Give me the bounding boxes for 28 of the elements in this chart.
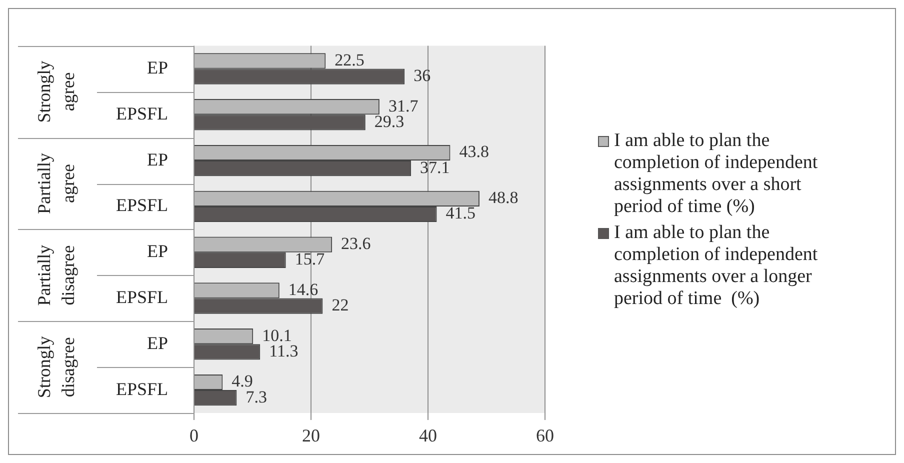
y-tick-label: EPSFL xyxy=(116,378,168,399)
data-label: 22.5 xyxy=(334,50,364,70)
data-label: 22 xyxy=(332,296,349,315)
y-tick-label: EP xyxy=(146,332,168,353)
text: Partially disagree xyxy=(34,244,78,306)
data-label: 23.6 xyxy=(341,234,371,254)
x-tick-label: 0 xyxy=(190,426,198,446)
y-tick-label: EPSFL xyxy=(116,195,168,216)
legend-label: I am able to plan the completion of independent assignments over a longer period of time (%) xyxy=(614,222,819,310)
y-tick-label: EP xyxy=(146,241,168,262)
y-tick-label: EP xyxy=(146,149,168,170)
y-tick-label: EPSFL xyxy=(116,286,168,307)
data-label: 48.8 xyxy=(488,188,518,208)
data-label: 41.5 xyxy=(446,204,476,223)
data-label: 15.7 xyxy=(294,250,326,269)
data-label: 36 xyxy=(414,66,431,86)
data-label: 43.8 xyxy=(459,142,489,162)
data-label: 37.1 xyxy=(420,158,450,177)
y-tick-label: EPSFL xyxy=(116,103,168,124)
data-label: 14.6 xyxy=(288,280,318,299)
x-tick-label: 40 xyxy=(419,426,437,446)
x-tick-label: 20 xyxy=(302,426,320,446)
legend-label: I am able to plan the completion of independent assignments over a short period of time (%) xyxy=(614,130,819,218)
y-tick-label: EP xyxy=(146,57,168,78)
x-tick-label: 60 xyxy=(536,426,554,446)
text: Partially agree xyxy=(34,153,78,214)
text: Strongly agree xyxy=(34,60,78,123)
text: Strongly disagree xyxy=(34,336,78,398)
